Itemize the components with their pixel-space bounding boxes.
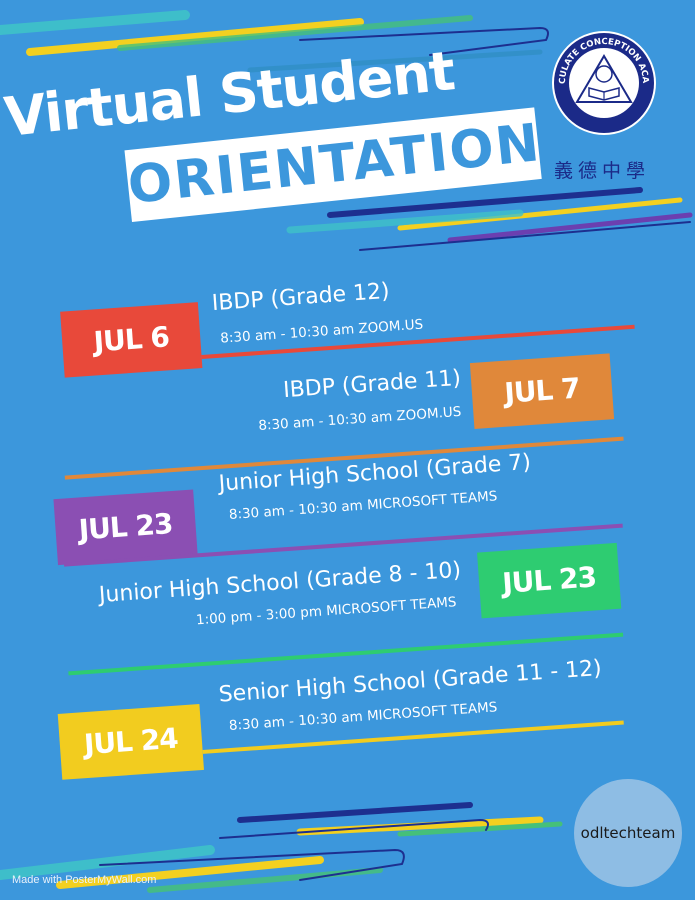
team-name: odltechteam [580, 824, 676, 842]
team-badge: odltechteam [574, 779, 682, 887]
date-badge: JUL 24 [57, 704, 204, 780]
decorative-streaks-top [0, 10, 693, 251]
date-badge: JUL 23 [477, 542, 622, 619]
event-time: 8:30 am - 10:30 am MICROSOFT TEAMS [228, 699, 498, 735]
decorative-streaks-bottom [0, 802, 563, 893]
school-seal-logo: IMMACULATE CONCEPTION ACADEMY GREENHILLS [551, 30, 656, 135]
date-badge: JUL 7 [469, 353, 615, 429]
date-badge: JUL 6 [60, 302, 203, 378]
event-time: 8:30 am - 10:30 am MICROSOFT TEAMS [228, 488, 498, 524]
event-title: IBDP (Grade 12) [211, 278, 391, 317]
poster-credit: Made with PosterMyWall.com [12, 874, 157, 886]
event-time: 8:30 am - 10:30 am ZOOM.US [257, 403, 462, 434]
school-chinese-name: 義德中學 [554, 160, 651, 182]
date-badge: JUL 23 [53, 489, 198, 566]
